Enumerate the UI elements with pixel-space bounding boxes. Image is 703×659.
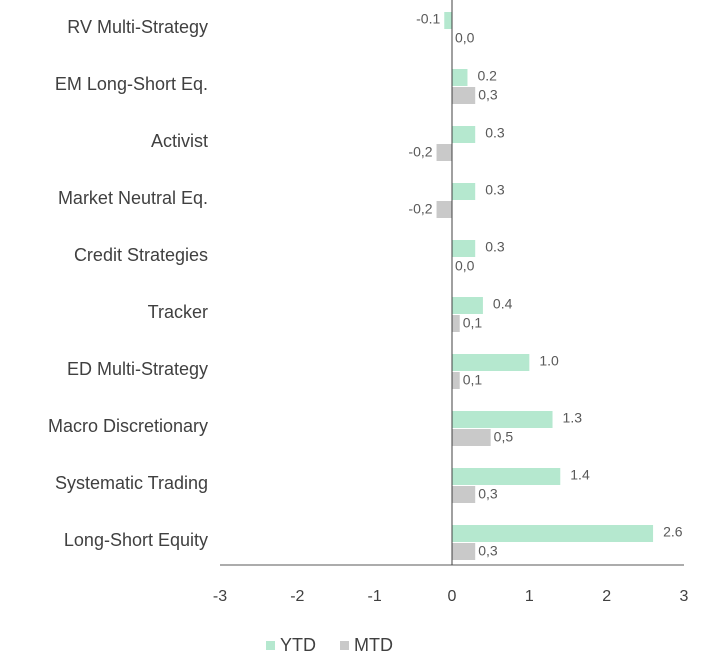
- bar: [452, 240, 476, 257]
- value-label: 0.3: [485, 182, 505, 198]
- value-label: 0,1: [463, 315, 483, 331]
- category-label: ED Multi-Strategy: [67, 359, 208, 379]
- bar: [452, 525, 654, 542]
- bar: [452, 297, 483, 314]
- x-tick-label: 3: [680, 588, 689, 605]
- bar: [452, 468, 561, 485]
- category-label: Macro Discretionary: [48, 416, 208, 436]
- value-label: 0,5: [494, 429, 514, 445]
- value-label: -0,2: [408, 144, 432, 160]
- value-label: 1.0: [539, 353, 559, 369]
- x-tick-label: -1: [368, 588, 382, 605]
- value-label: 0,0: [455, 30, 475, 46]
- x-tick-label: 1: [525, 588, 534, 605]
- value-label: 0,3: [478, 486, 498, 502]
- legend-label: MTD: [354, 635, 393, 655]
- x-tick-label: -3: [213, 588, 227, 605]
- value-label: 1.4: [570, 467, 590, 483]
- value-label: 2.6: [663, 524, 683, 540]
- value-label: 0.4: [493, 296, 513, 312]
- bar: [452, 543, 476, 560]
- value-label: 0.3: [485, 125, 505, 141]
- bar: [452, 354, 530, 371]
- category-label: Activist: [151, 131, 208, 151]
- legend-label: YTD: [280, 635, 316, 655]
- bar: [436, 144, 452, 161]
- bar: [452, 315, 460, 332]
- bar: [452, 87, 476, 104]
- bar: [452, 411, 553, 428]
- bar: [444, 12, 452, 29]
- value-label: 1.3: [563, 410, 583, 426]
- x-tick-label: -2: [290, 588, 304, 605]
- value-label: 0.3: [485, 239, 505, 255]
- bar: [452, 429, 491, 446]
- value-label: 0,1: [463, 372, 483, 388]
- x-tick-label: 0: [448, 588, 457, 605]
- bar: [452, 183, 476, 200]
- value-label: 0,3: [478, 543, 498, 559]
- bar: [452, 126, 476, 143]
- bar: [452, 372, 460, 389]
- bar: [436, 201, 452, 218]
- category-label: EM Long-Short Eq.: [55, 74, 208, 94]
- x-tick-label: 2: [602, 588, 611, 605]
- value-label: -0,2: [408, 201, 432, 217]
- legend-swatch: [340, 641, 349, 650]
- bar: [452, 486, 476, 503]
- category-label: RV Multi-Strategy: [67, 17, 208, 37]
- value-label: 0.2: [477, 68, 497, 84]
- value-label: 0,0: [455, 258, 475, 274]
- value-label: -0.1: [416, 11, 440, 27]
- value-label: 0,3: [478, 87, 498, 103]
- category-label: Systematic Trading: [55, 473, 208, 493]
- category-label: Market Neutral Eq.: [58, 188, 208, 208]
- category-label: Credit Strategies: [74, 245, 208, 265]
- category-label: Long-Short Equity: [64, 530, 208, 550]
- category-label: Tracker: [148, 302, 208, 322]
- bar: [452, 69, 468, 86]
- legend-swatch: [266, 641, 275, 650]
